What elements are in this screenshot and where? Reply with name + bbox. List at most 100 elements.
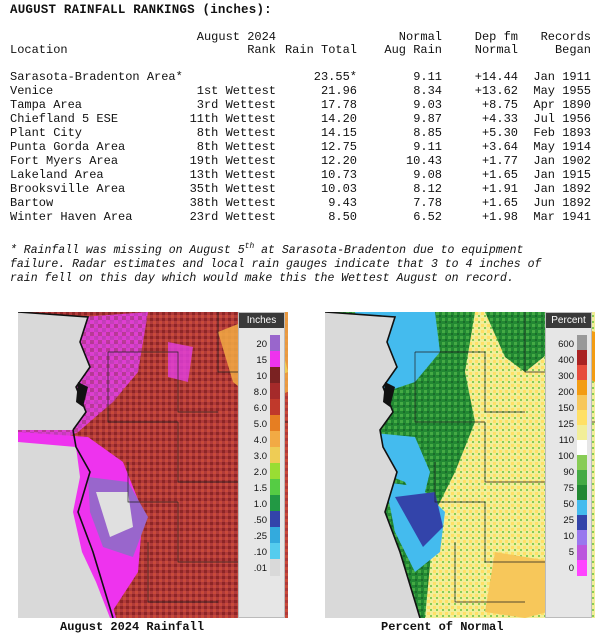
- rainfall-legend: Inches 20 15 10 8.0 6.0 5.0 4.0 3.0 2.0 1.5 1.0 .50…: [238, 312, 285, 618]
- pct-label: 100: [558, 451, 574, 462]
- pct-label: 200: [558, 387, 574, 398]
- rainfall-legend-title: Inches: [239, 313, 284, 328]
- caption-percent: Percent of Normal: [381, 620, 504, 634]
- pct-swatch: [577, 410, 587, 426]
- cell-began: Jun 1892: [533, 196, 591, 210]
- pct-label: 300: [558, 371, 574, 382]
- rain-swatch: [270, 383, 280, 400]
- cell-dep: +1.91: [481, 182, 518, 196]
- page-title: AUGUST RAINFALL RANKINGS (inches):: [10, 3, 272, 17]
- rain-label: 4.0: [253, 435, 267, 446]
- rain-label: 5.0: [253, 419, 267, 430]
- header-rank-top: August 2024: [196, 30, 276, 44]
- cell-dep: +5.30: [481, 126, 518, 140]
- percent-legend-title: Percent: [546, 313, 591, 328]
- cell-began: Jan 1911: [533, 70, 591, 84]
- rain-swatch: [270, 447, 280, 464]
- cell-began: Apr 1890: [533, 98, 591, 112]
- cell-began: May 1955: [533, 84, 591, 98]
- pct-swatch: [577, 440, 587, 456]
- cell-location: Tampa Area: [10, 98, 83, 112]
- cell-began: Jan 1915: [533, 168, 591, 182]
- rain-swatch: [270, 527, 280, 544]
- cell-began: Mar 1941: [533, 210, 591, 224]
- rain-swatch: [270, 511, 280, 528]
- table-row: Plant City 8th Wettest 14.15 8.85 +5.30 Feb 1…: [0, 126, 613, 140]
- table-row: Bartow 38th Wettest 9.43 7.78 +1.65 Jun 1892: [0, 196, 613, 210]
- cell-normal: 6.52: [413, 210, 442, 224]
- rain-label: .50: [253, 515, 267, 526]
- pct-swatch: [577, 560, 587, 576]
- cell-began: Jan 1892: [533, 182, 591, 196]
- rain-label: 8.0: [253, 387, 267, 398]
- rain-swatch: [270, 463, 280, 480]
- percent-legend: Percent 600 400 300 200 150 125 110 100 90 75 50 25…: [545, 312, 592, 618]
- rain-label: 1.0: [253, 499, 267, 510]
- cell-rank: 19th Wettest: [189, 154, 276, 168]
- cell-began: Feb 1893: [533, 126, 591, 140]
- cell-location: Brooksville Area: [10, 182, 126, 196]
- table-header-top: August 2024 Normal Dep fm Records: [0, 30, 613, 44]
- rain-label: 15: [256, 355, 267, 366]
- pct-swatch: [577, 545, 587, 561]
- cell-total: 10.03: [320, 182, 357, 196]
- footnote-line2: failure. Radar estimates and local rain …: [10, 257, 542, 271]
- cell-total: 9.43: [328, 196, 357, 210]
- table-row: Brooksville Area 35th Wettest 10.03 8.12 +1.…: [0, 182, 613, 196]
- pct-swatch: [577, 500, 587, 516]
- cell-dep: +4.33: [481, 112, 518, 126]
- pct-label: 25: [563, 515, 574, 526]
- table-row: Lakeland Area 13th Wettest 10.73 9.08 +1.65 J…: [0, 168, 613, 182]
- pct-label: 400: [558, 355, 574, 366]
- pct-label: 50: [563, 499, 574, 510]
- rain-swatch: [270, 543, 280, 560]
- cell-normal: 9.11: [413, 140, 442, 154]
- cell-normal: 8.34: [413, 84, 442, 98]
- header-total: Rain Total: [284, 43, 357, 57]
- header-records: Began: [554, 43, 591, 57]
- cell-normal: 9.11: [413, 70, 442, 84]
- cell-total: 23.55*: [313, 70, 357, 84]
- rain-swatch: [270, 351, 280, 368]
- cell-dep: +8.75: [481, 98, 518, 112]
- footnote-sup: th: [244, 242, 255, 251]
- cell-location: Chiefland 5 ESE: [10, 112, 119, 126]
- table-row: Tampa Area 3rd Wettest 17.78 9.03 +8.75 Apr 1…: [0, 98, 613, 112]
- pct-label: 600: [558, 339, 574, 350]
- rain-label: 20: [256, 339, 267, 350]
- pct-swatch: [577, 395, 587, 411]
- table-header: Location Rank Rain Total Aug Rain Normal…: [0, 43, 613, 57]
- header-location: Location: [10, 43, 68, 57]
- cell-dep: +1.65: [481, 196, 518, 210]
- rain-label: 2.0: [253, 467, 267, 478]
- cell-normal: 7.78: [413, 196, 442, 210]
- header-records-top: Records: [540, 30, 591, 44]
- cell-normal: 9.03: [413, 98, 442, 112]
- cell-dep: +1.98: [481, 210, 518, 224]
- pct-swatch: [577, 470, 587, 486]
- footnote-line1b: at Sarasota-Bradenton due to equipment: [254, 243, 524, 257]
- header-normal: Aug Rain: [384, 43, 442, 57]
- pct-label: 5: [568, 547, 574, 558]
- footnote: * Rainfall was missing on August 5th at …: [10, 240, 605, 286]
- cell-normal: 8.12: [413, 182, 442, 196]
- rain-label: .01: [253, 563, 267, 574]
- cell-total: 21.96: [320, 84, 357, 98]
- cell-began: May 1914: [533, 140, 591, 154]
- cell-location: Lakeland Area: [10, 168, 104, 182]
- footnote-line3: rain fell on this day which would make t…: [10, 271, 514, 285]
- cell-rank: 8th Wettest: [196, 140, 276, 154]
- cell-began: Jul 1956: [533, 112, 591, 126]
- cell-normal: 8.85: [413, 126, 442, 140]
- cell-total: 12.75: [320, 140, 357, 154]
- table-row: Punta Gorda Area 8th Wettest 12.75 9.11 +3.6…: [0, 140, 613, 154]
- cell-rank: 11th Wettest: [189, 112, 276, 126]
- pct-label: 0: [568, 563, 574, 574]
- cell-dep: +14.44: [474, 70, 518, 84]
- rain-swatch: [270, 479, 280, 496]
- rain-swatch: [270, 367, 280, 384]
- rain-label: 3.0: [253, 451, 267, 462]
- pct-swatch: [577, 530, 587, 546]
- pct-swatch: [577, 485, 587, 501]
- cell-began: Jan 1902: [533, 154, 591, 168]
